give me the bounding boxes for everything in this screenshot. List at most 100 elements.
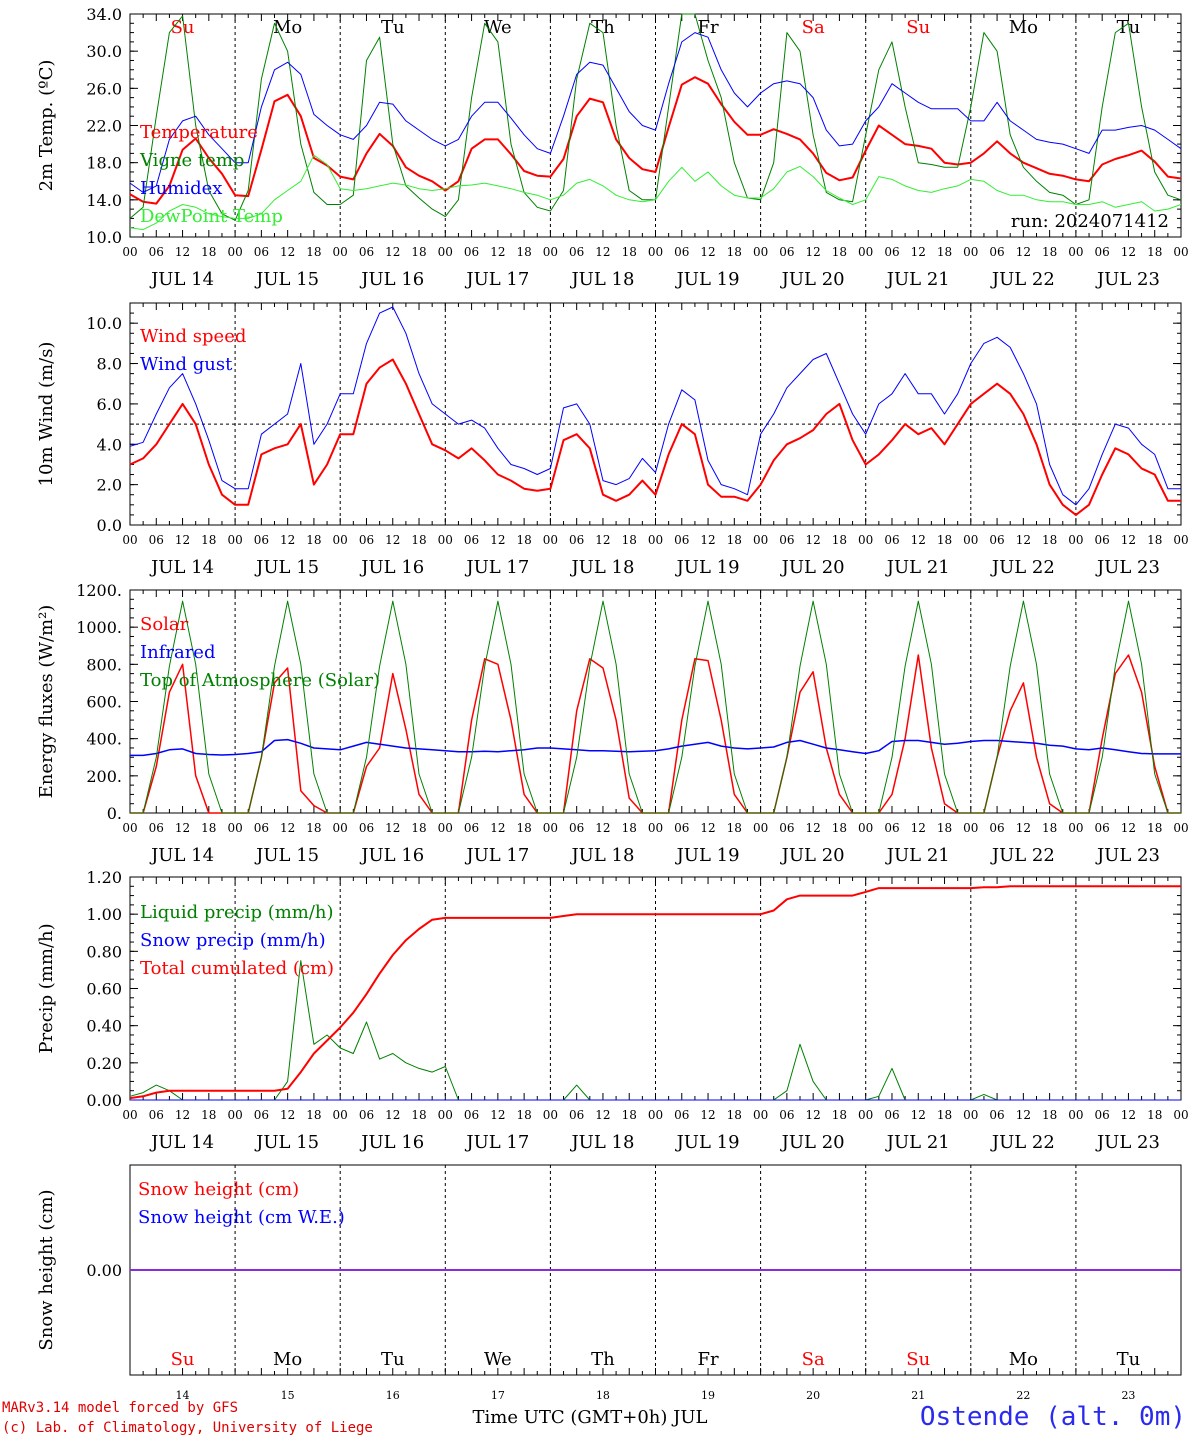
x-tick-label: 00 <box>858 1108 873 1122</box>
x-tick-label: 12 <box>175 533 190 547</box>
run-label: run: 2024071412 <box>1011 211 1169 232</box>
top-day-name: Tu <box>1117 17 1141 38</box>
legend-entry: Liquid precip (mm/h) <box>140 902 334 923</box>
y-axis-label: 10m Wind (m/s) <box>36 342 57 487</box>
x-tick-label: 18 <box>727 1108 742 1122</box>
x-tick-label: 00 <box>963 821 978 835</box>
legend-entry: Snow precip (mm/h) <box>140 930 326 951</box>
y-tick-label: 30.0 <box>86 42 122 61</box>
x-tick-label: 06 <box>674 821 689 835</box>
x-tick-label: 06 <box>884 533 899 547</box>
x-tick-label: 00 <box>963 1108 978 1122</box>
top-day-name: Tu <box>381 17 405 38</box>
x-tick-label: 18 <box>201 1108 216 1122</box>
x-tick-label: 06 <box>464 1108 479 1122</box>
legend-entry: Vigne temp <box>139 150 244 171</box>
x-tick-label: 18 <box>516 1108 531 1122</box>
series-line-wind-gust <box>129 306 1181 506</box>
x-tick-label: 12 <box>911 821 926 835</box>
x-date-label: JUL 16 <box>359 1132 424 1153</box>
y-tick-label: 0. <box>107 804 122 823</box>
x-date-label: JUL 20 <box>780 1132 845 1153</box>
y-tick-label: 34.0 <box>86 5 122 24</box>
x-tick-label: 18 <box>1147 533 1162 547</box>
top-day-name: Su <box>906 17 930 38</box>
x-date-label: JUL 15 <box>254 557 319 578</box>
x-date-label: JUL 14 <box>149 845 214 866</box>
top-day-name: Th <box>591 17 615 38</box>
x-tick-label: 00 <box>648 821 663 835</box>
y-tick-label: 8.0 <box>97 355 122 374</box>
x-tick-label: 18 <box>622 821 637 835</box>
legend-entry: Total cumulated (cm) <box>140 958 334 979</box>
top-day-name: Mo <box>273 17 302 38</box>
x-tick-label: 00 <box>122 821 137 835</box>
y-tick-label: 4.0 <box>97 435 122 454</box>
panel-precip: 00 06 12 18 00 06 12 18 00 06 12 18 00 06 12 18 00 06 12 18… <box>36 868 1189 1153</box>
y-tick-label: 10.0 <box>86 314 122 333</box>
x-date-label: JUL 15 <box>254 269 319 290</box>
x-tick-label: 06 <box>359 1108 374 1122</box>
x-tick-label: 06 <box>569 821 584 835</box>
x-tick-label: 00 <box>1173 821 1188 835</box>
x-tick-label: 00 <box>543 245 558 259</box>
top-day-name: Fr <box>698 17 719 38</box>
x-tick-label: 12 <box>595 245 610 259</box>
legend-entry: Snow height (cm) <box>138 1179 299 1200</box>
bottom-day-name: Su <box>171 1349 195 1370</box>
x-tick-label: 12 <box>1016 533 1031 547</box>
x-tick-label: 12 <box>1121 1108 1136 1122</box>
x-tick-label: 18 <box>622 245 637 259</box>
x-tick-label: 18 <box>201 821 216 835</box>
x-tick-label: 06 <box>779 1108 794 1122</box>
bottom-day-number: 21 <box>911 1389 925 1402</box>
x-date-label: JUL 20 <box>780 557 845 578</box>
y-tick-label: 0.40 <box>86 1017 122 1036</box>
x-tick-label: 18 <box>1147 821 1162 835</box>
x-tick-label: 12 <box>1016 245 1031 259</box>
x-tick-label: 12 <box>911 533 926 547</box>
x-date-label: JUL 17 <box>464 1132 529 1153</box>
x-tick-label: 12 <box>806 245 821 259</box>
x-tick-label: 06 <box>989 1108 1004 1122</box>
x-tick-label: 00 <box>227 245 242 259</box>
legend-entry: Wind gust <box>140 354 233 375</box>
x-tick-label: 06 <box>989 533 1004 547</box>
station-label: Ostende (alt. 0m) <box>919 1402 1186 1432</box>
x-tick-label: 12 <box>280 821 295 835</box>
x-date-label: JUL 21 <box>885 1132 950 1153</box>
x-tick-label: 12 <box>490 1108 505 1122</box>
x-tick-label: 00 <box>648 1108 663 1122</box>
x-date-label: JUL 23 <box>1095 845 1160 866</box>
y-axis-label: Snow height (cm) <box>36 1189 57 1350</box>
x-tick-label: 06 <box>779 245 794 259</box>
series-line-infrared <box>130 738 1181 757</box>
bottom-day-name: Mo <box>273 1349 302 1370</box>
y-tick-label: 600. <box>86 693 122 712</box>
x-date-label: JUL 18 <box>569 1132 634 1153</box>
x-tick-label: 18 <box>516 533 531 547</box>
bottom-day-name: Tu <box>381 1349 405 1370</box>
bottom-day-number: 23 <box>1121 1389 1135 1402</box>
x-tick-label: 18 <box>1042 533 1057 547</box>
legend-entry: Top of Atmosphere (Solar) <box>140 670 380 691</box>
x-date-label: JUL 23 <box>1095 557 1160 578</box>
panel-wind: 00 06 12 18 00 06 12 18 00 06 12 18 00 06 12 18 00 06 12 18… <box>36 302 1189 578</box>
x-tick-label: 00 <box>1173 1108 1188 1122</box>
bottom-day-name: We <box>484 1349 512 1370</box>
legend-entry: Solar <box>140 614 189 635</box>
x-tick-label: 18 <box>727 533 742 547</box>
x-tick-label: 00 <box>227 821 242 835</box>
y-tick-label: 1000. <box>76 618 122 637</box>
x-date-label: JUL 22 <box>990 845 1055 866</box>
x-tick-label: 00 <box>333 245 348 259</box>
x-tick-label: 12 <box>1121 821 1136 835</box>
x-tick-label: 06 <box>359 821 374 835</box>
y-tick-label: 1.00 <box>86 905 122 924</box>
x-tick-label: 00 <box>543 1108 558 1122</box>
panel-energy: 00 06 12 18 00 06 12 18 00 06 12 18 00 06 12 18 00 06 12 18… <box>36 581 1189 866</box>
x-date-label: JUL 16 <box>359 269 424 290</box>
x-date-label: JUL 16 <box>359 557 424 578</box>
x-date-label: JUL 14 <box>149 557 214 578</box>
x-tick-label: 06 <box>1095 821 1110 835</box>
